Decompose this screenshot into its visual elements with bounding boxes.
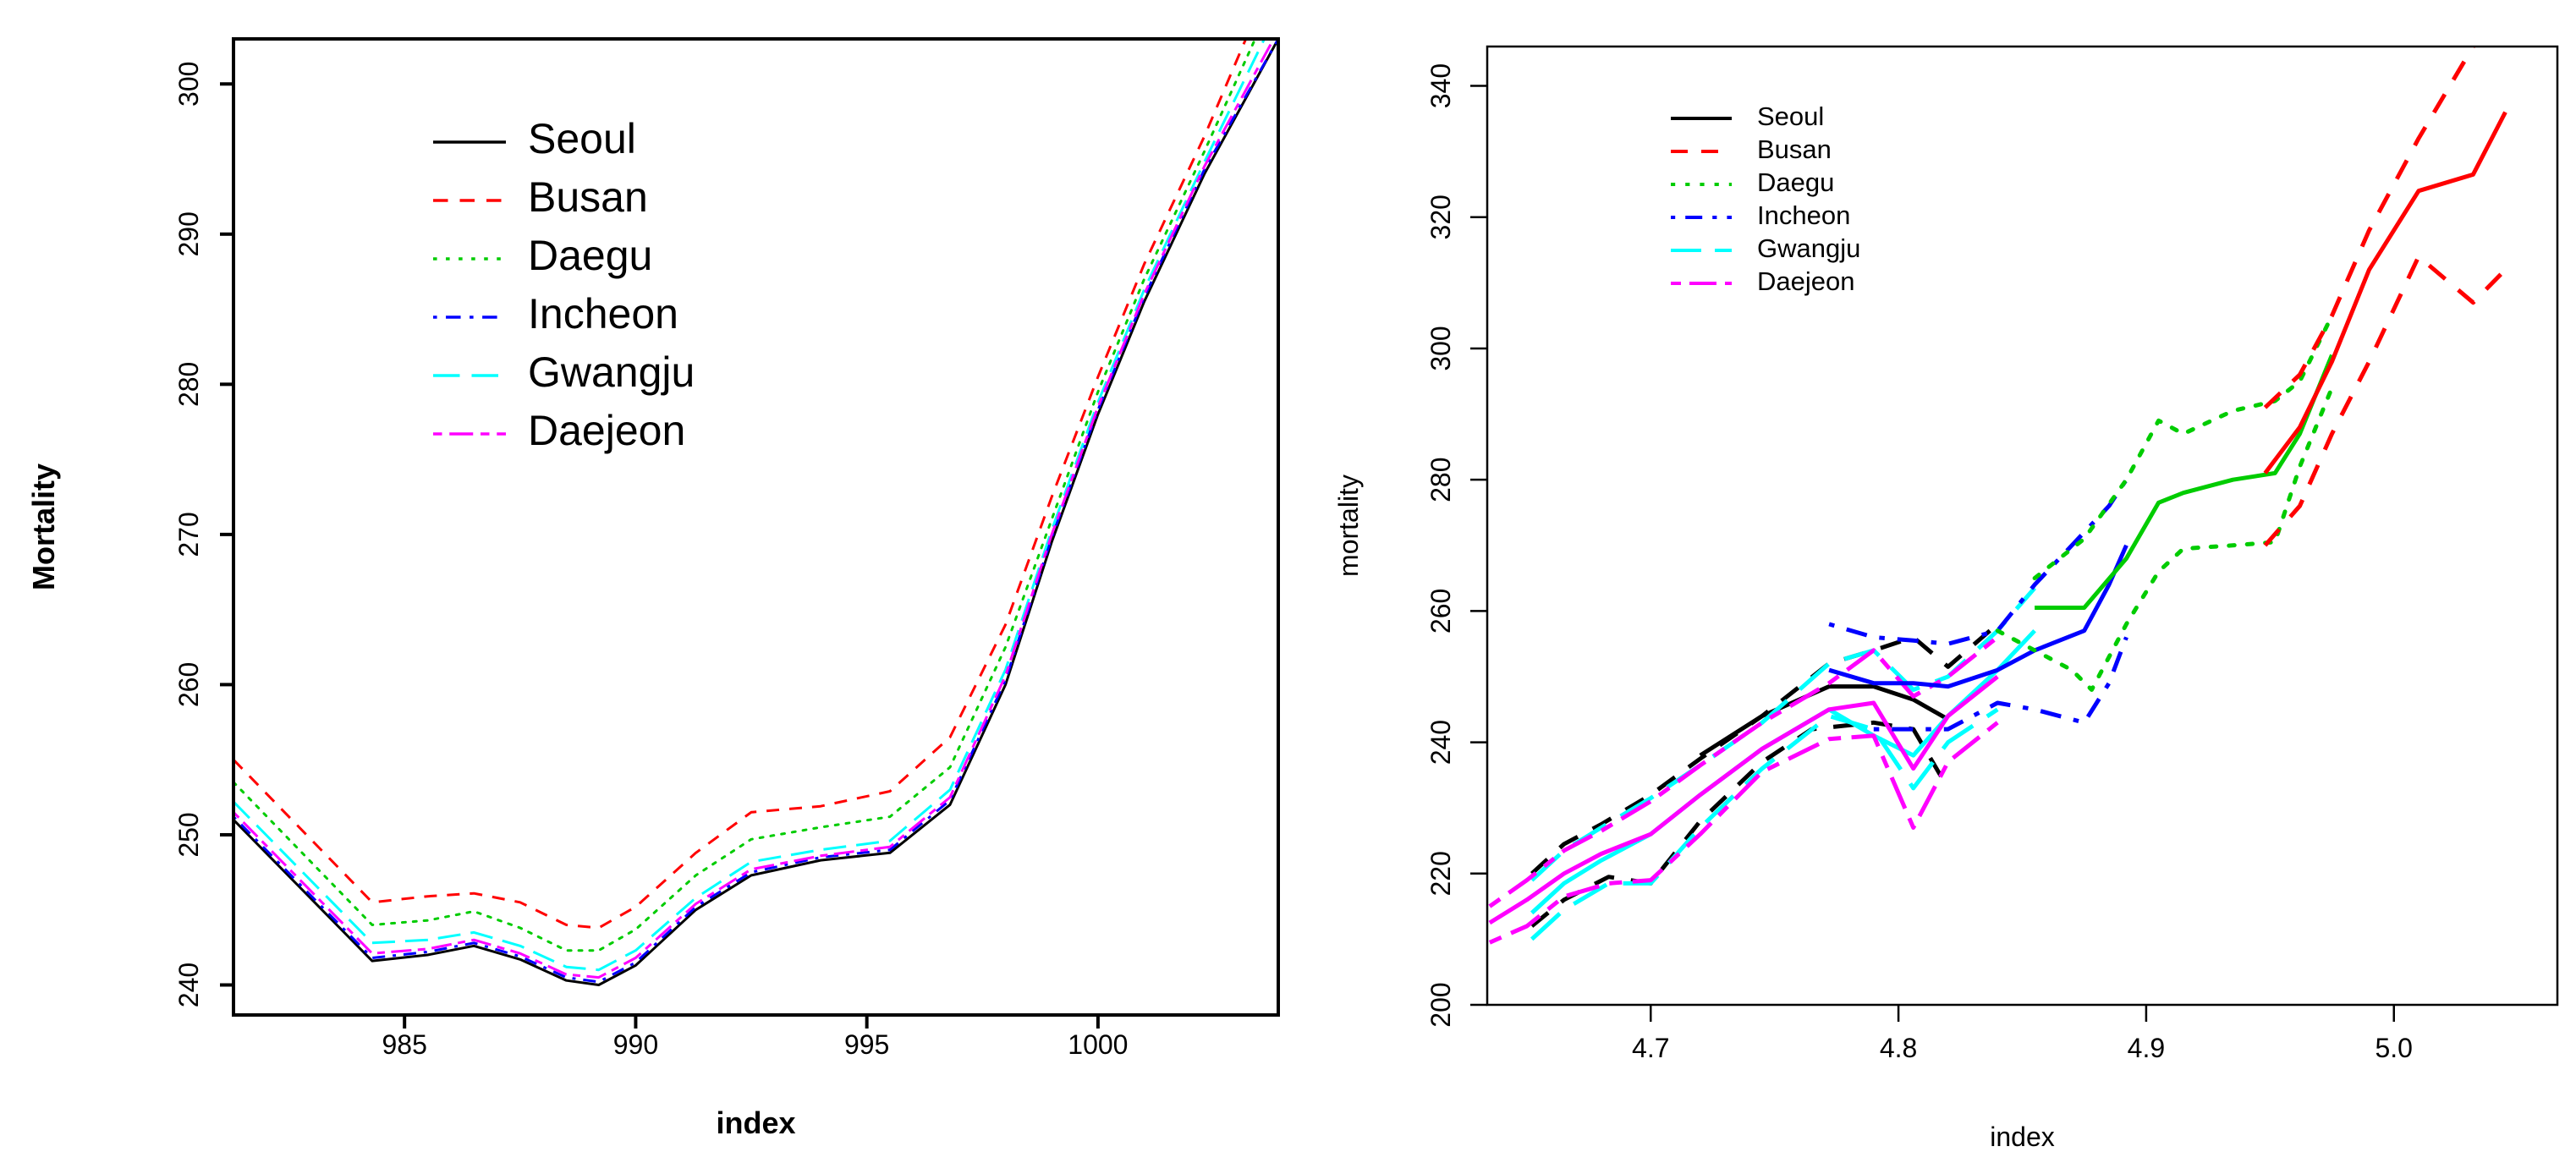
x-tick-label: 4.7	[1632, 1033, 1669, 1063]
legend-label-seoul: Seoul	[1757, 101, 1824, 131]
y-tick-label: 280	[1425, 457, 1456, 502]
series-line-magenta-lower	[1488, 721, 1999, 945]
chart-1: 985 990 995 1000 240 250 260 270 280 290 300 index M…	[26, 37, 1280, 1140]
y-tick-label: 300	[1425, 326, 1456, 370]
y-tick-label: 270	[173, 512, 204, 557]
y-axis-label: Mortality	[26, 464, 61, 590]
legend-label-incheon: Incheon	[1757, 200, 1850, 230]
x-tick-label: 1000	[1068, 1029, 1128, 1060]
y-tick-label: 290	[173, 211, 204, 256]
series-line-magenta-upper	[1488, 635, 1999, 908]
series-line-green-lower	[1995, 386, 2334, 692]
legend: Seoul Busan Daegu Incheon Gwangju Daejeon	[433, 115, 695, 454]
x-tick-label: 4.9	[2128, 1033, 2165, 1063]
y-tick-label: 200	[1425, 982, 1456, 1027]
x-tick-label: 990	[613, 1029, 658, 1060]
y-tick-label: 340	[1425, 63, 1456, 108]
y-tick-label: 300	[173, 62, 204, 107]
legend-label-daegu: Daegu	[1757, 167, 1834, 197]
plot-frame	[232, 37, 1280, 1017]
x-tick-label: 995	[844, 1029, 889, 1060]
legend-label-seoul: Seoul	[528, 115, 636, 162]
y-tick-label: 240	[1425, 720, 1456, 765]
series-line-red-lower	[2263, 254, 2507, 547]
y-tick-label: 320	[1425, 195, 1456, 239]
series-line-busan	[233, 39, 1248, 930]
legend-label-busan: Busan	[528, 173, 648, 221]
y-tick-label: 250	[173, 812, 204, 857]
plot-frame	[1486, 45, 2559, 1007]
series-line-seoul-mid	[1699, 684, 1949, 758]
series-line-green-upper	[2032, 313, 2334, 581]
series-line-green-mid	[2035, 354, 2334, 610]
series-line-red-mid	[2263, 111, 2507, 475]
series-line-cyan-lower	[1530, 707, 1999, 941]
x-tick-label: 5.0	[2375, 1033, 2412, 1063]
series-line-daejeon	[233, 39, 1275, 979]
series-line-daegu	[233, 39, 1257, 952]
y-axis-label: mortality	[1333, 475, 1364, 577]
x-axis-label: index	[716, 1105, 795, 1140]
y-tick-label: 260	[173, 662, 204, 707]
series-line-red-upper	[2263, 47, 2476, 409]
x-axis-label: index	[1990, 1122, 2055, 1152]
y-tick-label: 220	[1425, 851, 1456, 896]
legend-label-daejeon: Daejeon	[1757, 266, 1854, 296]
x-tick-label: 985	[382, 1029, 426, 1060]
series-line-blue-mid	[1828, 544, 2128, 689]
series-line-incheon	[233, 39, 1278, 984]
series-group	[233, 39, 1278, 986]
legend-label-daejeon: Daejeon	[528, 407, 685, 454]
legend-label-busan: Busan	[1757, 134, 1832, 164]
y-tick-label: 260	[1425, 589, 1456, 634]
y-tick-label: 240	[173, 963, 204, 1007]
legend-label-daegu: Daegu	[528, 232, 652, 279]
legend-label-gwangju: Gwangju	[528, 348, 695, 396]
x-tick-label: 4.8	[1880, 1033, 1917, 1063]
series-group	[1488, 47, 2507, 945]
series-line-magenta-mid	[1488, 675, 1999, 925]
legend-label-incheon: Incheon	[528, 290, 678, 337]
series-line-gwangju	[233, 39, 1266, 972]
series-line-seoul	[233, 39, 1278, 986]
y-tick-label: 280	[173, 362, 204, 407]
legend-label-gwangju: Gwangju	[1757, 233, 1860, 263]
chart-2: 4.7 4.8 4.9 5.0 200 220 240 260 280 300 320 340 inde…	[1333, 45, 2559, 1152]
